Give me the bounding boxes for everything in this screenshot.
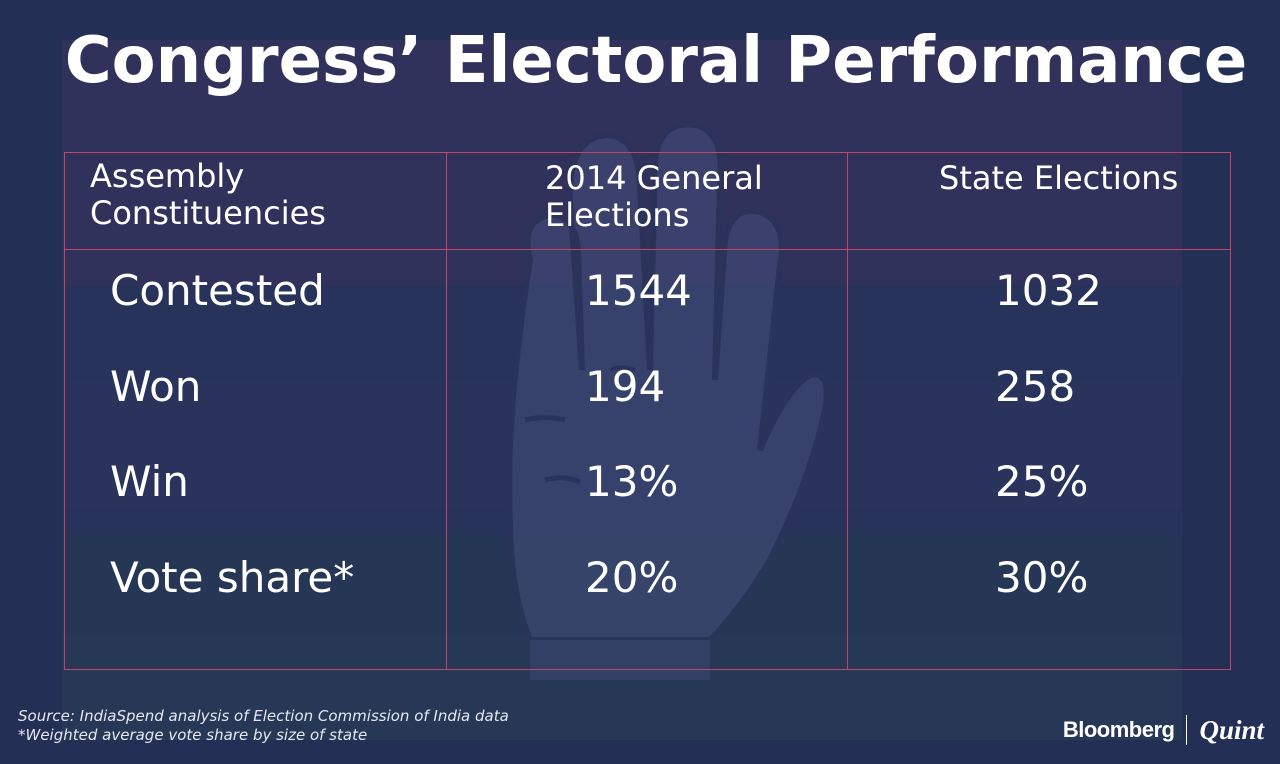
state-value: 30%	[995, 553, 1089, 602]
general-2014-value: 13%	[585, 457, 679, 506]
row-label: Win	[110, 457, 189, 506]
footnote-text: *Weighted average vote share by size of …	[18, 726, 368, 744]
table-row: Contested 1544 1032	[65, 266, 1230, 387]
header-line: Assembly	[90, 157, 245, 195]
column-divider	[446, 153, 447, 669]
header-line: 2014 General	[545, 159, 763, 197]
header-state-elections: State Elections	[939, 153, 1229, 249]
table-row: Win 13% 25%	[65, 457, 1230, 578]
row-label: Won	[110, 362, 202, 411]
table-row: Vote share* 20% 30%	[65, 553, 1230, 674]
row-label: Contested	[110, 266, 325, 315]
performance-table: Assembly Constituencies 2014 General Ele…	[64, 152, 1231, 670]
column-divider	[847, 153, 848, 669]
row-label: Vote share*	[110, 553, 355, 602]
brand-logo: Bloomberg Quint	[1063, 712, 1264, 748]
source-note: Source: IndiaSpend analysis of Election …	[18, 707, 509, 745]
congress-hand-icon	[506, 121, 830, 680]
chart-title: Congress’ Electoral Performance	[64, 24, 1248, 98]
brand-bloomberg: Bloomberg	[1062, 717, 1175, 742]
general-2014-value: 20%	[585, 553, 679, 602]
state-value: 258	[995, 362, 1076, 411]
header-line: Elections	[545, 196, 690, 234]
source-text: Source: IndiaSpend analysis of Election …	[18, 707, 509, 725]
general-2014-value: 1544	[585, 266, 692, 315]
state-value: 1032	[995, 266, 1102, 315]
table-row: Won 194 258	[65, 362, 1230, 483]
header-assembly-constituencies: Assembly Constituencies	[90, 153, 445, 249]
brand-quint: Quint	[1199, 714, 1264, 745]
header-line: State Elections	[939, 159, 1179, 197]
state-value: 25%	[995, 457, 1089, 506]
header-2014-general-elections: 2014 General Elections	[545, 153, 845, 249]
general-2014-value: 194	[585, 362, 666, 411]
brand-separator	[1186, 715, 1188, 745]
header-line: Constituencies	[90, 194, 326, 232]
header-divider	[65, 249, 1230, 250]
